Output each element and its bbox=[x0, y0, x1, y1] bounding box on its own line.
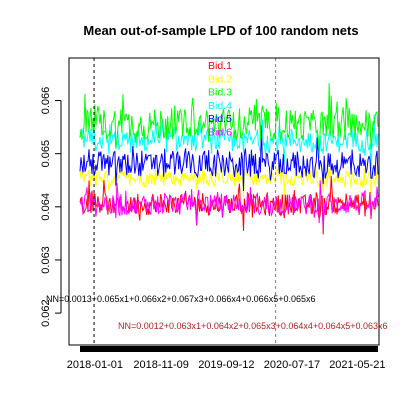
y-axis: 0.062 0.063 0.064 0.065 0.066 bbox=[40, 87, 62, 327]
series-line-bid-5 bbox=[79, 125, 379, 192]
annotations: NN=0.0013+0.065x1+0.066x2+0.067x3+0.066x… bbox=[46, 294, 387, 331]
series-layer bbox=[79, 83, 379, 235]
series-line-bid-6 bbox=[79, 180, 379, 230]
x-tick-label-4: 2021-05-21 bbox=[329, 359, 385, 371]
x-tick-label-3: 2020-07-17 bbox=[264, 359, 320, 371]
x-tick-label-0: 2018-01-01 bbox=[67, 359, 123, 371]
legend-entry-3: Bid.3 bbox=[208, 87, 232, 99]
y-tick-label-1: 0.063 bbox=[40, 246, 52, 274]
y-tick-label-2: 0.064 bbox=[40, 193, 52, 221]
annotation-1: NN=0.0013+0.065x1+0.066x2+0.067x3+0.066x… bbox=[46, 294, 315, 304]
legend-entry-6: Bid.6 bbox=[208, 127, 232, 139]
legend-entry-4: Bid.4 bbox=[208, 100, 232, 112]
x-axis-tick-band bbox=[80, 346, 378, 352]
series-line-bid-3 bbox=[79, 83, 379, 152]
chart-title: Mean out-of-sample LPD of 100 random net… bbox=[83, 23, 358, 38]
y-tick-label-0: 0.062 bbox=[40, 299, 52, 327]
annotation-2: NN=0.0012+0.063x1+0.064x2+0.065x3+0.064x… bbox=[118, 321, 387, 331]
legend-entry-5: Bid.5 bbox=[208, 113, 232, 125]
series-line-bid-2 bbox=[79, 161, 379, 198]
legend-entry-2: Bid.2 bbox=[208, 73, 232, 85]
y-tick-label-4: 0.066 bbox=[40, 87, 52, 115]
plot-frame bbox=[68, 57, 380, 346]
x-axis: 2018-01-01 2018-11-09 2019-09-12 2020-07-17… bbox=[67, 346, 385, 371]
legend-entry-1: Bid.1 bbox=[208, 60, 232, 72]
y-tick-label-3: 0.065 bbox=[40, 140, 52, 168]
x-tick-label-2: 2019-09-12 bbox=[198, 359, 254, 371]
x-tick-label-1: 2018-11-09 bbox=[133, 359, 188, 371]
